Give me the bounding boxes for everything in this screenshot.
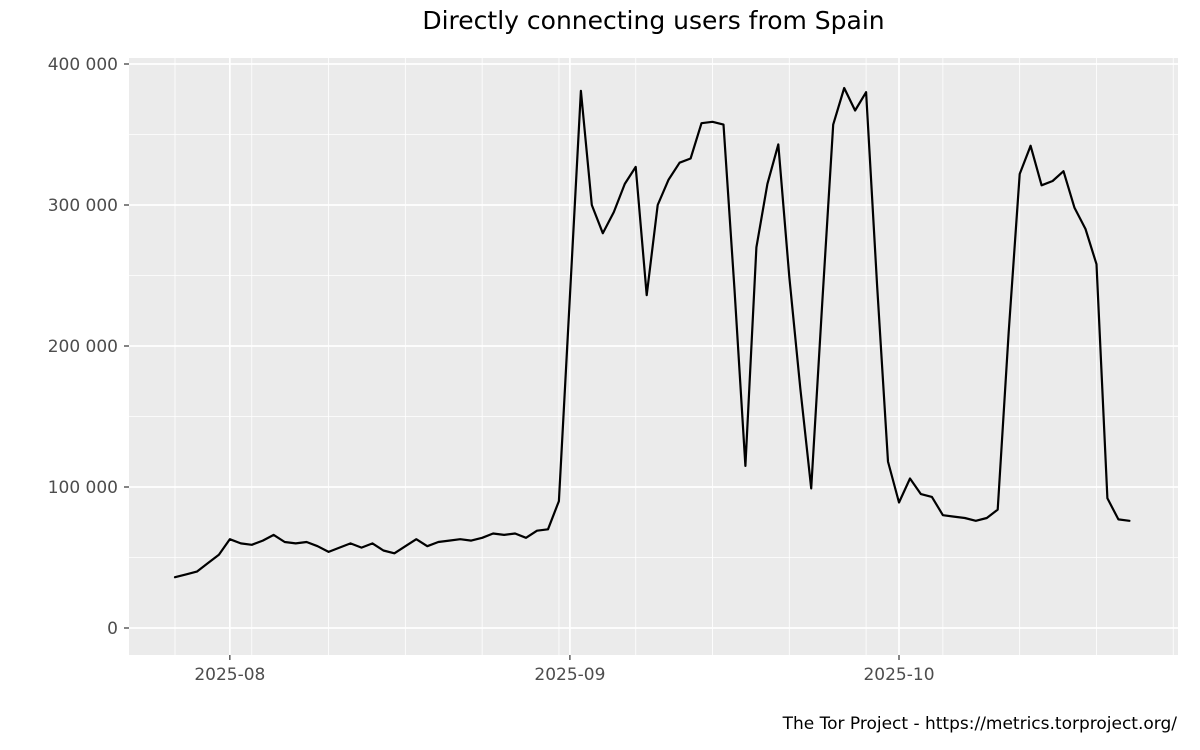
attribution-text: The Tor Project - https://metrics.torpro… bbox=[782, 714, 1177, 734]
y-tick-label: 400 000 bbox=[48, 55, 118, 75]
x-tick-label: 2025-09 bbox=[534, 665, 605, 685]
chart-title: Directly connecting users from Spain bbox=[422, 6, 885, 35]
plot-panel bbox=[129, 58, 1178, 655]
data-line bbox=[173, 86, 1131, 579]
y-tick-label: 200 000 bbox=[48, 337, 118, 357]
x-tick-label: 2025-10 bbox=[863, 665, 934, 685]
x-tick-label: 2025-08 bbox=[194, 665, 265, 685]
y-tick-label: 300 000 bbox=[48, 196, 118, 216]
y-tick-label: 100 000 bbox=[48, 478, 118, 498]
y-tick-label: 0 bbox=[107, 619, 118, 639]
